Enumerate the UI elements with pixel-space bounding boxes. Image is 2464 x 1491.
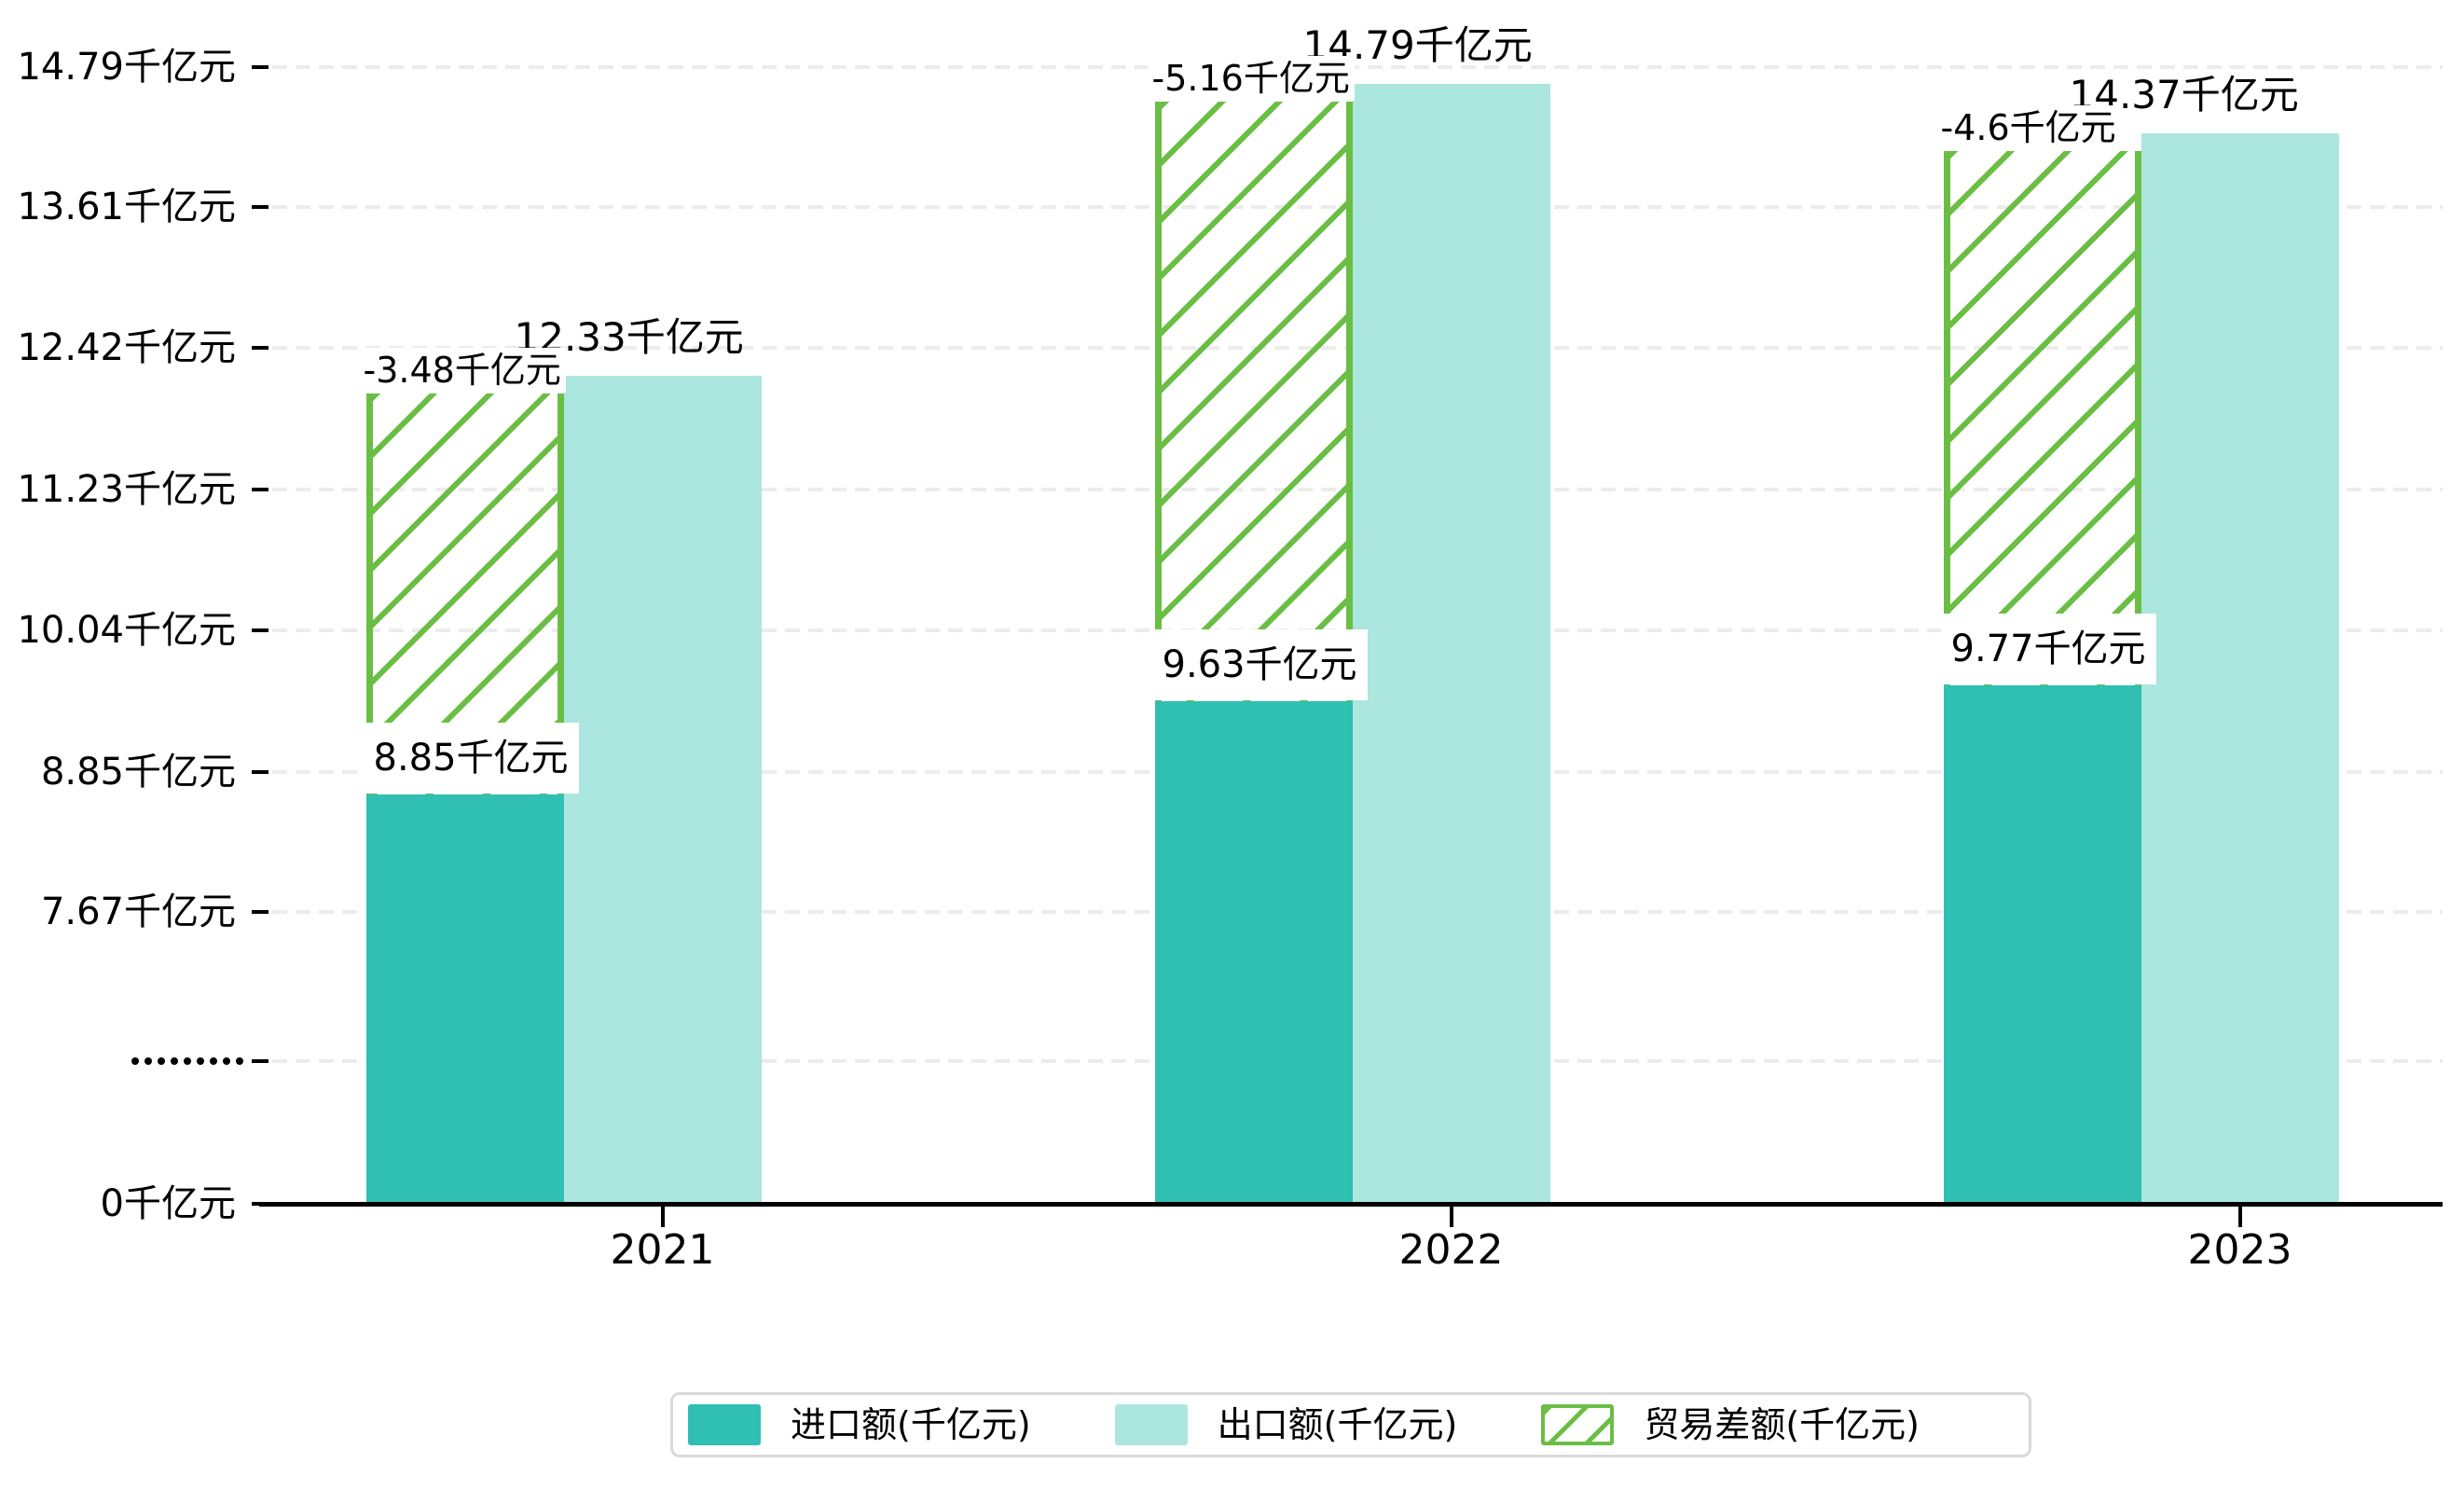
y-axis-tick-label: 14.79千亿元	[17, 45, 236, 89]
x-axis-year-label: 2023	[2187, 1226, 2292, 1274]
gridline	[272, 64, 2443, 69]
bar-trade-balance-2023	[1943, 151, 2141, 685]
y-axis-tick	[252, 346, 268, 351]
x-axis-year-label: 2022	[1398, 1226, 1504, 1274]
bar-export-2023	[2141, 133, 2339, 1204]
import-color-swatch	[688, 1404, 761, 1445]
x-axis-year-label: 2021	[610, 1226, 715, 1274]
y-axis-tick-label: 11.23千亿元	[17, 467, 236, 511]
x-axis-tick	[1449, 1207, 1453, 1227]
bar-export-2022	[1352, 83, 1550, 1204]
trade-balance-value-label: -3.48千亿元	[358, 347, 566, 393]
y-axis-tick-label: 10.04千亿元	[17, 609, 236, 653]
import-value-label: 9.63千亿元	[1151, 629, 1368, 701]
y-axis-tick-label: 0千亿元	[100, 1182, 236, 1225]
y-axis-tick-label: 12.42千亿元	[17, 326, 236, 370]
x-axis-line	[259, 1202, 2443, 1207]
legend-label-import: 进口额(千亿元)	[791, 1404, 1031, 1445]
legend-item-export: 出口额(千亿元)	[1114, 1403, 1458, 1446]
legend: 进口额(千亿元) 出口额(千亿元) 贸易差额(千亿元)	[670, 1392, 2031, 1457]
bar-import-2023	[1943, 684, 2141, 1204]
y-axis-tick-label: 13.61千亿元	[17, 185, 236, 228]
trade-balance-value-label: -4.6千亿元	[1935, 105, 2121, 151]
x-axis-tick	[2237, 1207, 2242, 1227]
legend-label-export: 出口额(千亿元)	[1217, 1404, 1458, 1445]
y-axis-tick	[252, 487, 268, 491]
axis-break-dots	[131, 1057, 243, 1065]
trade-balance-value-label: -5.16千亿元	[1147, 55, 1355, 101]
y-axis-tick	[252, 628, 268, 633]
y-axis-tick	[252, 910, 268, 914]
import-value-label: 9.77千亿元	[1940, 613, 2156, 684]
bar-export-2021	[563, 375, 762, 1204]
import-value-label: 8.85千亿元	[363, 722, 579, 794]
y-axis-tick	[252, 204, 268, 209]
y-axis-tick-label: 7.67千亿元	[40, 890, 236, 933]
trade-balance-hatched-swatch	[1541, 1404, 1615, 1445]
legend-label-trade-balance: 贸易差额(千亿元)	[1644, 1404, 1920, 1445]
y-axis-tick	[252, 64, 268, 69]
x-axis-tick	[660, 1207, 665, 1227]
bar-trade-balance-2022	[1154, 101, 1353, 702]
y-axis-tick	[252, 1059, 268, 1063]
export-color-swatch	[1114, 1404, 1188, 1445]
y-axis-tick-label: 8.85千亿元	[40, 750, 236, 794]
bar-import-2021	[365, 794, 564, 1204]
bar-import-2022	[1154, 701, 1353, 1204]
legend-item-trade-balance: 贸易差额(千亿元)	[1541, 1403, 1920, 1446]
y-axis-tick	[252, 769, 268, 774]
legend-item-import: 进口额(千亿元)	[688, 1403, 1031, 1446]
